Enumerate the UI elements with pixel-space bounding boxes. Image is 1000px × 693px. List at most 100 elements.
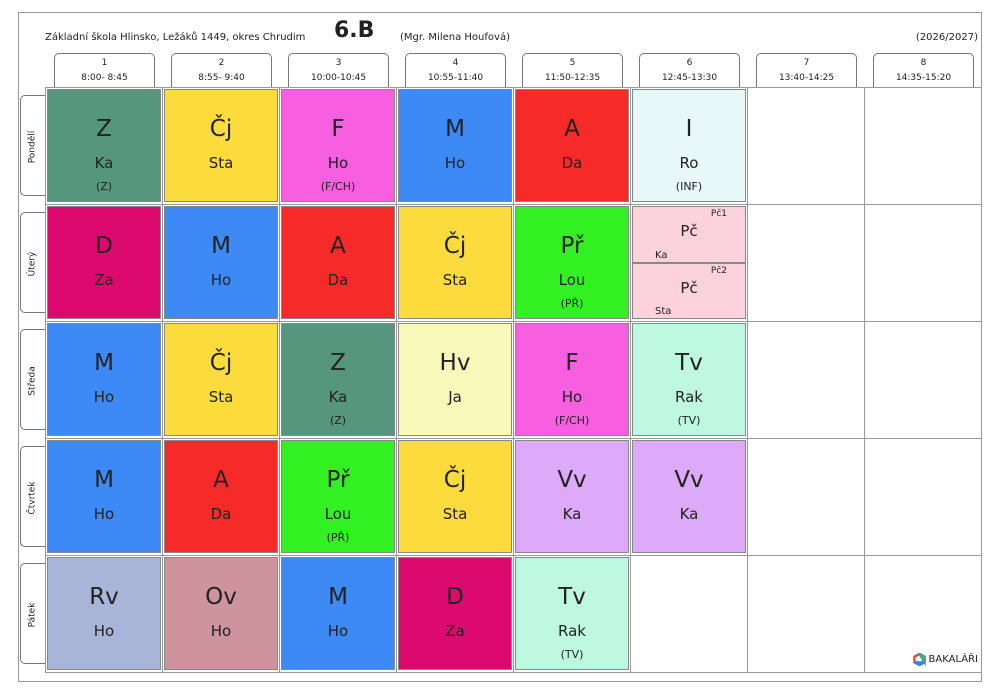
period-time: 10:55-11:40 — [427, 73, 484, 83]
teacher: Ro — [679, 154, 699, 172]
lesson: M Ho — [281, 557, 395, 670]
lesson: Vv Ka — [632, 440, 746, 553]
period-header: 2 8:55- 9:40 — [171, 53, 272, 87]
teacher: Ho — [327, 622, 349, 640]
group-name: Pč1 — [710, 209, 727, 219]
school-year: (2026/2027) — [915, 32, 978, 43]
teacher: Sta — [208, 154, 234, 172]
teacher: Ho — [93, 622, 115, 640]
room: (PŘ) — [560, 297, 584, 310]
teacher: Ja — [448, 388, 462, 406]
subject: Př — [326, 467, 350, 493]
teacher: Ho — [444, 154, 466, 172]
lesson: F Ho (F/CH) — [281, 89, 395, 202]
teacher: Da — [210, 505, 232, 523]
period-number: 2 — [218, 58, 225, 68]
day-tab: Pondělí — [20, 95, 45, 196]
subject: A — [213, 467, 229, 493]
room: (F/CH) — [554, 414, 590, 427]
lesson: Rv Ho — [47, 557, 161, 670]
lesson: Tv Rak (TV) — [632, 323, 746, 436]
lesson: Čj Sta — [164, 89, 278, 202]
lesson: Hv Ja — [398, 323, 512, 436]
subject: D — [95, 233, 113, 259]
teacher: Da — [327, 271, 349, 289]
period-number: 8 — [920, 58, 927, 68]
room: (PŘ) — [326, 531, 350, 544]
group-name: Pč2 — [710, 265, 727, 276]
subject: I — [685, 116, 693, 142]
day-tab: Úterý — [20, 212, 45, 313]
lesson: I Ro (INF) — [632, 89, 746, 202]
lesson: Z Ka (Z) — [47, 89, 161, 202]
teacher: Sta — [442, 271, 468, 289]
lesson: Čj Sta — [164, 323, 278, 436]
subject: M — [211, 233, 231, 259]
subject: Čj — [443, 233, 467, 259]
teacher: Rak — [675, 388, 703, 406]
lesson: Př Lou (PŘ) — [515, 206, 629, 319]
cell — [864, 321, 982, 439]
subject: A — [330, 233, 346, 259]
teacher: Ka — [655, 249, 668, 261]
teacher: Ho — [561, 388, 583, 406]
teacher: Ho — [93, 388, 115, 406]
teacher: Sta — [208, 388, 234, 406]
logo-icon — [912, 653, 926, 666]
subject: D — [446, 584, 464, 610]
lesson: Vv Ka — [515, 440, 629, 553]
lesson: Z Ka (Z) — [281, 323, 395, 436]
period-header: 1 8:00- 8:45 — [54, 53, 155, 87]
teacher: Ka — [328, 388, 348, 406]
cell — [747, 321, 865, 439]
room: (Z) — [95, 180, 113, 193]
subject: F — [565, 350, 579, 376]
subject: Pč — [680, 278, 698, 297]
day-tab: Pátek — [20, 563, 45, 664]
lesson: D Za — [398, 557, 512, 670]
day-name: Pondělí — [27, 130, 38, 164]
lesson: Tv Rak (TV) — [515, 557, 629, 670]
period-header: 4 10:55-11:40 — [405, 53, 506, 87]
school: Základní škola Hlinsko, Ležáků 1449, okr… — [45, 32, 306, 43]
lesson: A Da — [515, 89, 629, 202]
subject: M — [328, 584, 348, 610]
period-number: 5 — [569, 58, 576, 68]
subject: M — [94, 467, 114, 493]
subject: Př — [560, 233, 584, 259]
teacher: Ho — [210, 271, 232, 289]
subject: F — [331, 116, 345, 142]
lesson: M Ho — [47, 323, 161, 436]
room: (TV) — [677, 414, 701, 427]
cell — [747, 204, 865, 322]
day-name: Pátek — [27, 602, 38, 628]
teacher: Ka — [679, 505, 699, 523]
subject: Ov — [205, 584, 237, 610]
teacher: Lou — [324, 505, 352, 523]
lesson: M Ho — [47, 440, 161, 553]
teacher: Sta — [442, 505, 468, 523]
cell — [864, 204, 982, 322]
cell — [864, 87, 982, 205]
subject: Čj — [443, 467, 467, 493]
day-name: Čtvrtek — [27, 481, 38, 515]
subject: Čj — [209, 350, 233, 376]
period-time: 8:55- 9:40 — [198, 73, 245, 83]
subject: Vv — [674, 467, 704, 493]
period-header: 8 14:35-15:20 — [873, 53, 974, 87]
class-name: 6.B — [334, 18, 375, 43]
subject: Čj — [209, 116, 233, 142]
period-header: 3 10:00-10:45 — [288, 53, 389, 87]
cell — [864, 438, 982, 556]
period-time: 12:45-13:30 — [661, 73, 718, 83]
group-lesson: Pč1 Pč Ka — [632, 206, 746, 263]
period-time: 10:00-10:45 — [310, 73, 367, 83]
period-number: 3 — [335, 58, 342, 68]
subject: Tv — [675, 350, 703, 376]
subject: Rv — [89, 584, 119, 610]
period-header: 7 13:40-14:25 — [756, 53, 857, 87]
period-time: 14:35-15:20 — [895, 73, 952, 83]
teacher: Ho — [327, 154, 349, 172]
lesson: Čj Sta — [398, 440, 512, 553]
